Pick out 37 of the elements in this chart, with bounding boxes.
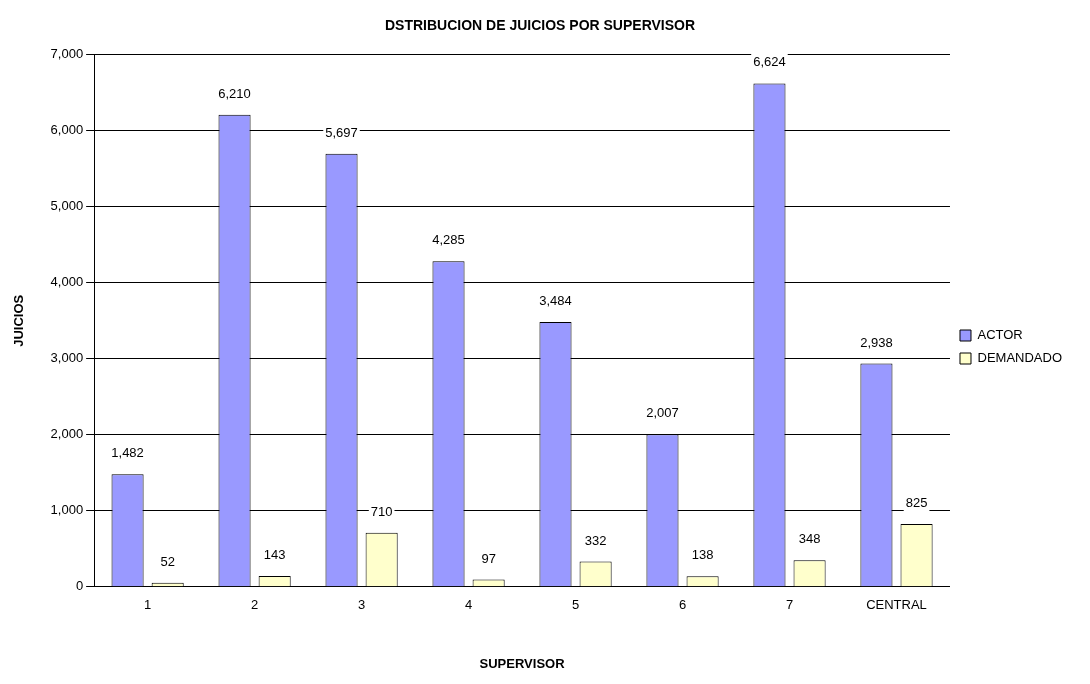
data-label: 143 <box>263 547 286 563</box>
x-tick-label: 3 <box>357 597 366 613</box>
y-tick-label: 4,000 <box>50 274 84 290</box>
data-label: 332 <box>584 532 607 548</box>
data-label: 97 <box>481 550 496 566</box>
x-tick-label: 2 <box>250 597 259 613</box>
x-tick-label: 5 <box>571 597 580 613</box>
y-tick-label: 0 <box>75 578 84 594</box>
data-label: 2,938 <box>860 334 893 350</box>
y-tick-label: 5,000 <box>50 198 84 214</box>
data-label: 4,285 <box>432 232 465 248</box>
data-label: 6,624 <box>753 54 786 70</box>
x-tick-label: 6 <box>678 597 687 613</box>
data-label: 6,210 <box>218 85 251 101</box>
data-label: 3,484 <box>539 293 572 309</box>
data-label: 348 <box>798 531 821 547</box>
data-label: 138 <box>691 547 714 563</box>
data-label: 2,007 <box>646 405 679 421</box>
x-tick-label: 4 <box>464 597 473 613</box>
x-tick-label: 1 <box>144 597 152 613</box>
y-tick-label: 1,000 <box>50 502 84 518</box>
data-label: 52 <box>160 553 175 569</box>
chart-title: DSTRIBUCION DE JUICIOS POR SUPERVISOR <box>384 17 696 34</box>
y-tick-label: 6,000 <box>50 122 84 138</box>
legend-label: ACTOR <box>977 327 1023 343</box>
x-axis-title: SUPERVISOR <box>479 655 566 671</box>
legend-label: DEMANDADO <box>977 350 1063 366</box>
x-tick-label: CENTRAL <box>866 597 927 613</box>
y-axis-title: JUICIOS <box>11 294 27 347</box>
data-label: 825 <box>905 495 928 511</box>
data-label: 5,697 <box>325 124 358 140</box>
y-tick-label: 3,000 <box>50 350 84 366</box>
data-label: 710 <box>370 503 393 519</box>
data-label: 1,482 <box>111 445 144 461</box>
x-tick-label: 7 <box>785 597 794 613</box>
y-tick-label: 7,000 <box>50 46 84 62</box>
y-tick-label: 2,000 <box>50 426 84 442</box>
